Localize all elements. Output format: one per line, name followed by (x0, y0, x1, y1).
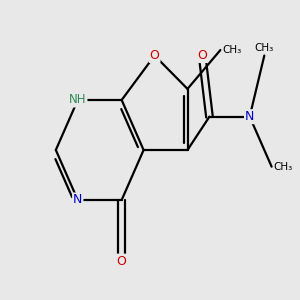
Text: CH₃: CH₃ (222, 45, 242, 55)
Text: CH₃: CH₃ (255, 43, 274, 53)
Text: N: N (245, 110, 254, 123)
Text: O: O (117, 255, 127, 268)
Text: NH: NH (69, 94, 86, 106)
Text: O: O (197, 49, 207, 62)
Text: CH₃: CH₃ (274, 162, 293, 172)
Text: O: O (150, 49, 160, 62)
Text: N: N (73, 194, 83, 206)
